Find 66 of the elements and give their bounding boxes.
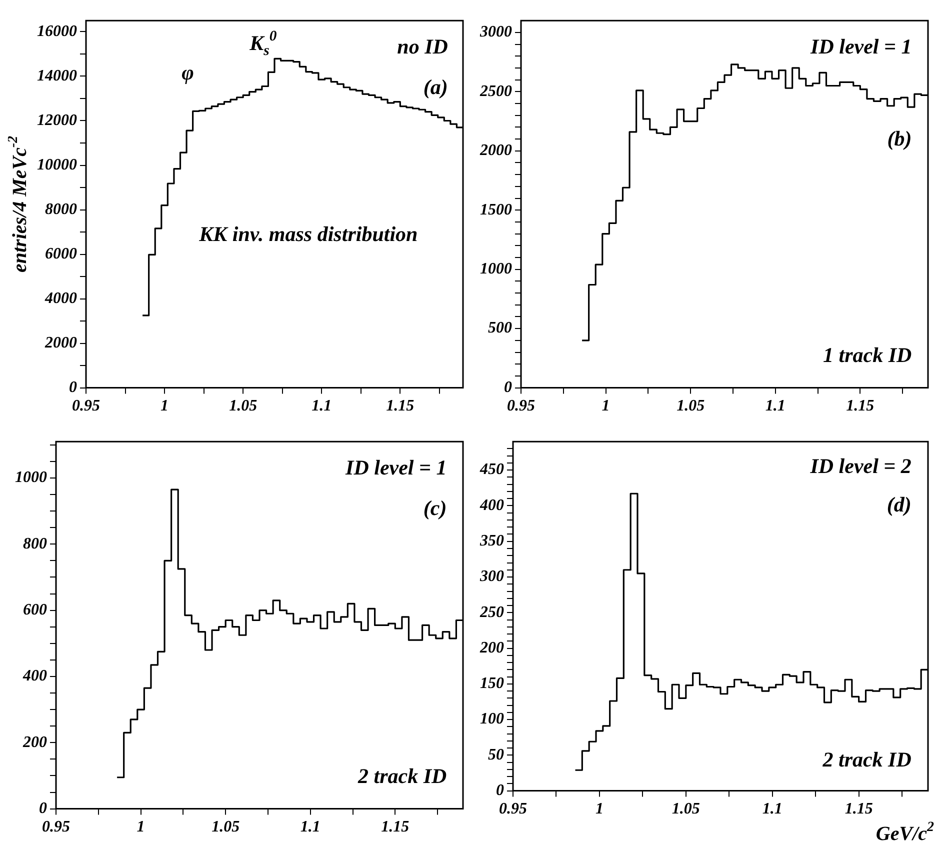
x-tick-label: 1.05 xyxy=(212,818,240,836)
annotation: (b) xyxy=(887,126,912,150)
annotation: 2 track ID xyxy=(822,747,912,772)
x-tick-label: 1 xyxy=(602,398,610,415)
x-tick-label: 1.15 xyxy=(381,818,410,836)
y-tick-label: 2000 xyxy=(44,334,77,352)
x-tick-label: 1.1 xyxy=(765,398,786,415)
y-tick-label: 200 xyxy=(22,734,47,751)
annotation: (d) xyxy=(886,492,912,516)
y-tick-label: 800 xyxy=(23,535,47,552)
y-tick-label: 500 xyxy=(488,320,512,337)
annotation: 1 track ID xyxy=(823,343,912,368)
x-tick-label: 0.95 xyxy=(72,398,100,415)
y-tick-label: 1000 xyxy=(480,260,512,278)
x-tick-label: 1.15 xyxy=(386,398,414,415)
y-tick-label: 6000 xyxy=(45,245,77,262)
x-tick-label: 0.95 xyxy=(499,800,527,818)
annotation: ID level = 2 xyxy=(809,454,912,478)
annotation: ID level = 1 xyxy=(344,456,447,480)
x-tick-label: 1.1 xyxy=(312,398,332,415)
y-tick-label: 150 xyxy=(480,675,504,692)
y-tick-label: 14000 xyxy=(37,67,77,84)
annotation: KK inv. mass distribution xyxy=(198,222,418,246)
y-tick-label: 100 xyxy=(480,710,504,728)
x-tick-label: 0.95 xyxy=(507,398,535,415)
annotation: ID level = 1 xyxy=(810,34,912,59)
annotation: (a) xyxy=(423,75,448,100)
annotation: 2 track ID xyxy=(357,764,447,788)
x-tick-label: 1 xyxy=(160,398,169,415)
y-tick-label: 1500 xyxy=(480,201,512,218)
y-tick-label: 450 xyxy=(479,461,504,478)
y-tick-label: 400 xyxy=(479,496,504,514)
x-tick-label: 1.05 xyxy=(676,398,705,415)
y-tick-label: 10000 xyxy=(37,156,77,174)
x-tick-label: 1.1 xyxy=(762,800,782,818)
y-tick-label: 300 xyxy=(479,568,504,586)
y-axis-title: entries/4 MeVc-2 xyxy=(6,136,31,273)
x-tick-label: 1.05 xyxy=(229,398,258,415)
y-tick-label: 1000 xyxy=(15,469,47,486)
x-tick-label: 1 xyxy=(136,818,145,836)
y-tick-label: 0 xyxy=(496,782,504,799)
y-tick-label: 2000 xyxy=(479,142,512,160)
y-tick-label: 12000 xyxy=(37,112,77,129)
y-tick-label: 3000 xyxy=(479,24,512,41)
annotation: (c) xyxy=(423,496,447,520)
y-tick-label: 0 xyxy=(69,378,77,396)
y-tick-label: 8000 xyxy=(45,200,77,218)
x-tick-label: 1.15 xyxy=(844,800,873,818)
annotation: no ID xyxy=(397,34,448,59)
y-tick-label: 600 xyxy=(23,601,47,618)
x-tick-label: 1.05 xyxy=(672,800,700,818)
y-tick-label: 2500 xyxy=(479,82,512,100)
y-tick-label: 16000 xyxy=(37,22,77,40)
y-tick-label: 250 xyxy=(479,604,504,621)
y-tick-label: 400 xyxy=(22,668,47,685)
y-tick-label: 0 xyxy=(39,800,47,817)
y-tick-label: 4000 xyxy=(44,290,77,307)
x-tick-label: 0.95 xyxy=(42,818,70,836)
annotation: φ xyxy=(182,60,194,84)
y-tick-label: 50 xyxy=(488,746,504,764)
x-tick-label: 1.1 xyxy=(300,818,320,836)
x-tick-label: 1 xyxy=(595,800,604,818)
y-tick-label: 0 xyxy=(504,378,512,396)
y-tick-label: 350 xyxy=(479,532,504,550)
y-tick-label: 200 xyxy=(479,639,504,656)
x-tick-label: 1.15 xyxy=(846,398,874,415)
